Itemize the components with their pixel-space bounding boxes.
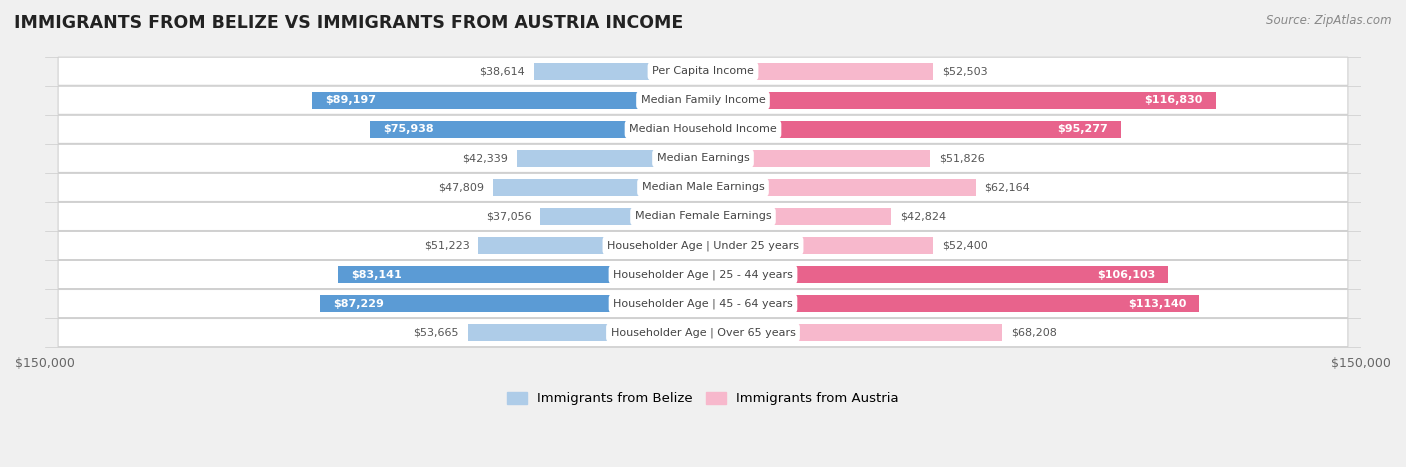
Bar <box>468 324 703 341</box>
Text: $62,164: $62,164 <box>984 183 1031 192</box>
Bar <box>703 150 931 167</box>
Text: Median Earnings: Median Earnings <box>657 153 749 163</box>
FancyBboxPatch shape <box>58 261 1348 289</box>
Legend: Immigrants from Belize, Immigrants from Austria: Immigrants from Belize, Immigrants from … <box>502 387 904 410</box>
Bar <box>540 208 703 225</box>
Text: $42,339: $42,339 <box>463 153 509 163</box>
Text: $75,938: $75,938 <box>382 124 433 134</box>
Text: $87,229: $87,229 <box>333 298 384 309</box>
Text: $113,140: $113,140 <box>1128 298 1187 309</box>
Text: $95,277: $95,277 <box>1057 124 1108 134</box>
Text: Median Male Earnings: Median Male Earnings <box>641 183 765 192</box>
Text: Median Family Income: Median Family Income <box>641 95 765 105</box>
Text: $51,826: $51,826 <box>939 153 984 163</box>
FancyBboxPatch shape <box>58 144 1348 172</box>
Text: $52,400: $52,400 <box>942 241 987 250</box>
Text: $116,830: $116,830 <box>1144 95 1202 105</box>
Text: Householder Age | Under 25 years: Householder Age | Under 25 years <box>607 240 799 251</box>
FancyBboxPatch shape <box>58 318 1348 347</box>
Text: $89,197: $89,197 <box>325 95 375 105</box>
FancyBboxPatch shape <box>58 115 1348 143</box>
Text: Householder Age | 45 - 64 years: Householder Age | 45 - 64 years <box>613 298 793 309</box>
Text: $52,503: $52,503 <box>942 66 988 76</box>
Bar <box>703 63 934 80</box>
Text: $37,056: $37,056 <box>486 212 531 221</box>
Bar <box>703 295 1199 312</box>
Bar <box>703 266 1168 283</box>
Text: $83,141: $83,141 <box>352 269 402 280</box>
Text: $68,208: $68,208 <box>1011 327 1057 338</box>
Bar <box>703 179 976 196</box>
FancyBboxPatch shape <box>58 290 1348 318</box>
FancyBboxPatch shape <box>58 86 1348 114</box>
Bar <box>370 121 703 138</box>
FancyBboxPatch shape <box>58 57 1348 85</box>
Text: IMMIGRANTS FROM BELIZE VS IMMIGRANTS FROM AUSTRIA INCOME: IMMIGRANTS FROM BELIZE VS IMMIGRANTS FRO… <box>14 14 683 32</box>
Text: Median Household Income: Median Household Income <box>628 124 778 134</box>
Text: Median Female Earnings: Median Female Earnings <box>634 212 772 221</box>
Text: $106,103: $106,103 <box>1097 269 1156 280</box>
Text: $38,614: $38,614 <box>479 66 524 76</box>
Bar <box>534 63 703 80</box>
FancyBboxPatch shape <box>58 202 1348 231</box>
Bar <box>703 121 1121 138</box>
Bar <box>312 92 703 109</box>
Bar <box>703 208 891 225</box>
Text: Householder Age | 25 - 44 years: Householder Age | 25 - 44 years <box>613 269 793 280</box>
FancyBboxPatch shape <box>58 173 1348 201</box>
Bar <box>517 150 703 167</box>
Text: $53,665: $53,665 <box>413 327 458 338</box>
Bar <box>339 266 703 283</box>
Bar <box>478 237 703 254</box>
Text: Per Capita Income: Per Capita Income <box>652 66 754 76</box>
Bar <box>494 179 703 196</box>
Text: Householder Age | Over 65 years: Householder Age | Over 65 years <box>610 327 796 338</box>
FancyBboxPatch shape <box>58 231 1348 260</box>
Bar <box>703 92 1216 109</box>
Text: $42,824: $42,824 <box>900 212 946 221</box>
Text: Source: ZipAtlas.com: Source: ZipAtlas.com <box>1267 14 1392 27</box>
Text: $47,809: $47,809 <box>439 183 485 192</box>
Bar <box>321 295 703 312</box>
Text: $51,223: $51,223 <box>423 241 470 250</box>
Bar <box>703 324 1002 341</box>
Bar <box>703 237 934 254</box>
